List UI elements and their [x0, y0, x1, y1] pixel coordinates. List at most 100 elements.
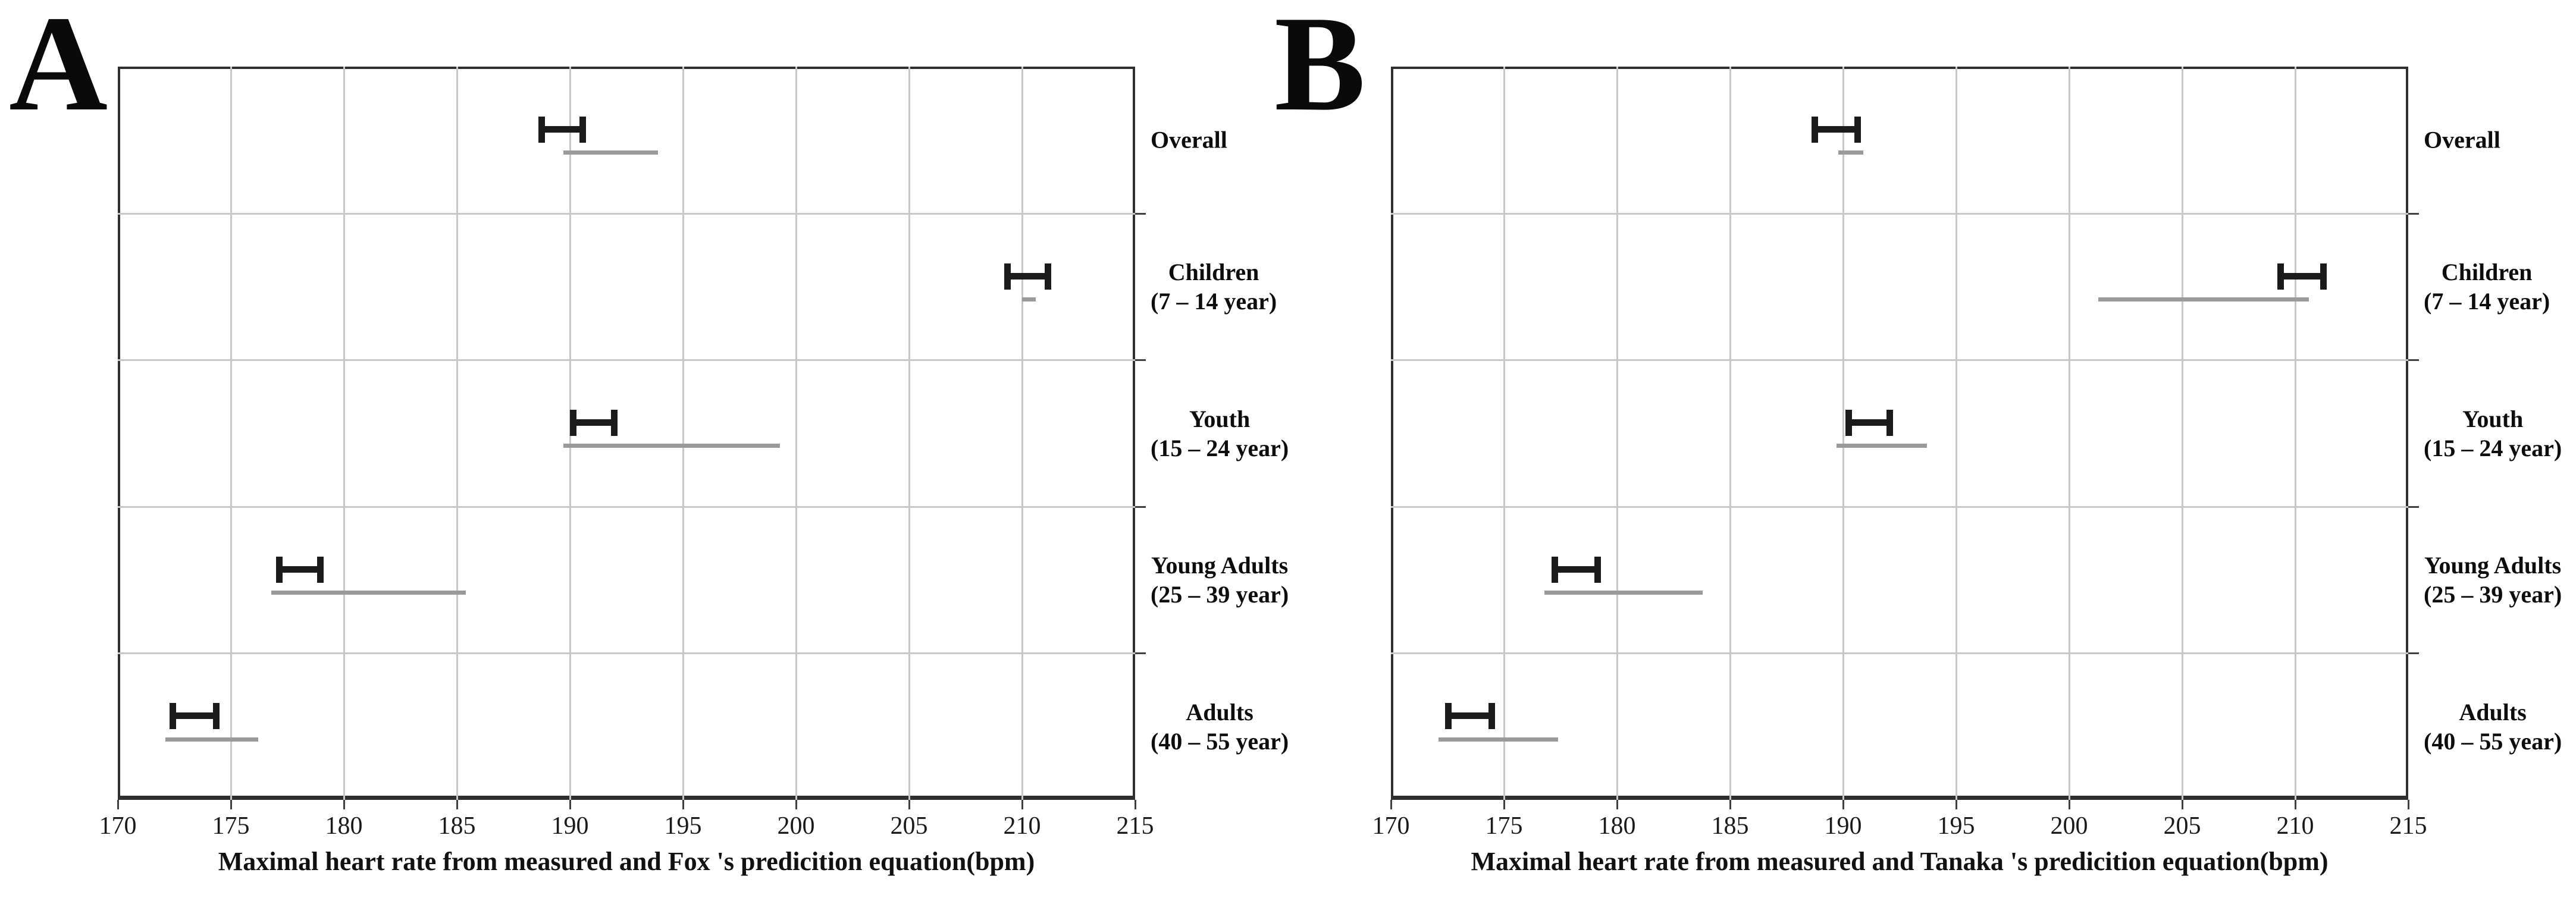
- ci-line-prediction: [1438, 737, 1559, 742]
- x-axis-tick: [569, 800, 571, 809]
- errorbar-measured: [170, 703, 220, 730]
- ci-line-prediction: [2098, 297, 2309, 302]
- errorbar-measured: [1811, 117, 1862, 143]
- errorbar-cap-left: [2277, 263, 2284, 290]
- plot-box: [118, 67, 1135, 800]
- x-tick-label: 180: [1598, 812, 1636, 840]
- category-label-line: (15 – 24 year): [1151, 434, 1289, 461]
- ci-line-prediction: [1838, 150, 1864, 155]
- errorbar-cap-right: [610, 410, 618, 437]
- right-axis-tick: [2408, 212, 2419, 215]
- category-label-line: (25 – 39 year): [2424, 581, 2562, 608]
- category-label: Children (7 – 14 year): [1151, 258, 1277, 316]
- x-tick-label: 180: [325, 812, 363, 840]
- errorbar-measured: [570, 410, 618, 437]
- x-tick-label: 190: [551, 812, 589, 840]
- x-axis-tick: [1390, 800, 1392, 809]
- right-axis-tick: [1135, 212, 1146, 215]
- x-tick-label: 205: [890, 812, 928, 840]
- errorbar-measured-line: [1551, 566, 1602, 573]
- errorbar-cap-right: [579, 117, 586, 143]
- ci-line-prediction: [165, 737, 258, 742]
- errorbar-measured: [1551, 556, 1602, 583]
- row-separator-line: [1391, 359, 2408, 362]
- category-label: Adults (40 – 55 year): [1151, 698, 1289, 756]
- x-axis-tick: [2182, 800, 2183, 809]
- x-axis-tick: [343, 800, 345, 809]
- plot-box: [1391, 67, 2408, 800]
- x-axis-tick: [682, 800, 684, 809]
- x-tick-label: 215: [1116, 812, 1154, 840]
- ci-line-prediction: [563, 150, 659, 155]
- errorbar-measured-line: [170, 712, 220, 720]
- errorbar-measured-line: [1811, 126, 1862, 133]
- errorbar-cap-left: [170, 703, 177, 730]
- vertical-gridline: [1616, 67, 1618, 800]
- x-axis-tick: [1729, 800, 1731, 809]
- x-axis-tick: [1616, 800, 1618, 809]
- panel-b-x-axis-title: Maximal heart rate from measured and Tan…: [1471, 847, 2329, 876]
- errorbar-cap-right: [2320, 263, 2327, 290]
- right-axis-tick: [1135, 505, 1146, 508]
- errorbar-cap-left: [1845, 410, 1852, 437]
- category-label-line: Youth: [1189, 405, 1251, 432]
- x-axis-tick: [230, 800, 232, 809]
- right-axis-tick: [2408, 505, 2419, 508]
- vertical-gridline: [2182, 67, 2183, 800]
- category-label-line: Adults: [1186, 698, 1253, 726]
- category-label: Youth (15 – 24 year): [2424, 404, 2562, 463]
- x-tick-label: 195: [664, 812, 702, 840]
- category-label-line: Overall: [1151, 126, 1227, 153]
- category-label-line: (25 – 39 year): [1151, 581, 1289, 608]
- errorbar-measured-line: [538, 126, 586, 133]
- right-axis-tick: [2408, 359, 2419, 362]
- ci-line-prediction: [1544, 591, 1703, 595]
- vertical-gridline: [1729, 67, 1731, 800]
- category-label: Adults (40 – 55 year): [2424, 698, 2562, 756]
- x-axis-tick: [2069, 800, 2070, 809]
- x-axis-tick: [1021, 800, 1023, 809]
- x-axis-tick: [456, 800, 458, 809]
- vertical-gridline: [682, 67, 684, 800]
- row-separator-line: [118, 359, 1135, 362]
- category-label-line: (40 – 55 year): [1151, 727, 1289, 755]
- x-axis-tick: [1503, 800, 1505, 809]
- category-label-line: (7 – 14 year): [2424, 287, 2550, 315]
- row-separator-line: [118, 505, 1135, 508]
- x-tick-label: 185: [438, 812, 476, 840]
- right-axis-tick: [2408, 652, 2419, 655]
- panel-a-x-axis-title: Maximal heart rate from measured and Fox…: [218, 847, 1035, 876]
- row-separator-line: [1391, 505, 2408, 508]
- errorbar-measured: [1004, 263, 1052, 290]
- x-axis-tick: [795, 800, 797, 809]
- errorbar-cap-right: [1886, 410, 1893, 437]
- vertical-gridline: [795, 67, 797, 800]
- x-tick-label: 200: [2050, 812, 2088, 840]
- x-tick-label: 205: [2163, 812, 2201, 840]
- category-label: Overall: [2424, 125, 2500, 155]
- category-label: Young Adults (25 – 39 year): [1151, 551, 1289, 609]
- x-tick-label: 175: [1485, 812, 1523, 840]
- errorbar-measured: [276, 556, 324, 583]
- category-label: Young Adults (25 – 39 year): [2424, 551, 2562, 609]
- x-tick-label: 195: [1937, 812, 1975, 840]
- right-axis-tick: [1135, 359, 1146, 362]
- category-label: Overall: [1151, 125, 1227, 155]
- errorbar-cap-right: [1854, 117, 1862, 143]
- errorbar-measured: [538, 117, 586, 143]
- category-label-line: (15 – 24 year): [2424, 434, 2562, 461]
- category-label-line: Children: [1168, 258, 1259, 285]
- errorbar-measured-line: [276, 566, 324, 573]
- x-axis-tick: [908, 800, 910, 809]
- errorbar-measured-line: [1845, 419, 1893, 426]
- x-tick-label: 175: [212, 812, 250, 840]
- ci-line-prediction: [1836, 444, 1927, 448]
- errorbar-cap-right: [316, 556, 324, 583]
- category-label: Children (7 – 14 year): [2424, 258, 2550, 316]
- vertical-gridline: [908, 67, 910, 800]
- vertical-gridline: [1842, 67, 1844, 800]
- ci-line-prediction: [1022, 297, 1036, 302]
- x-tick-label: 190: [1824, 812, 1862, 840]
- x-axis-tick: [1955, 800, 1957, 809]
- errorbar-cap-right: [1488, 703, 1495, 730]
